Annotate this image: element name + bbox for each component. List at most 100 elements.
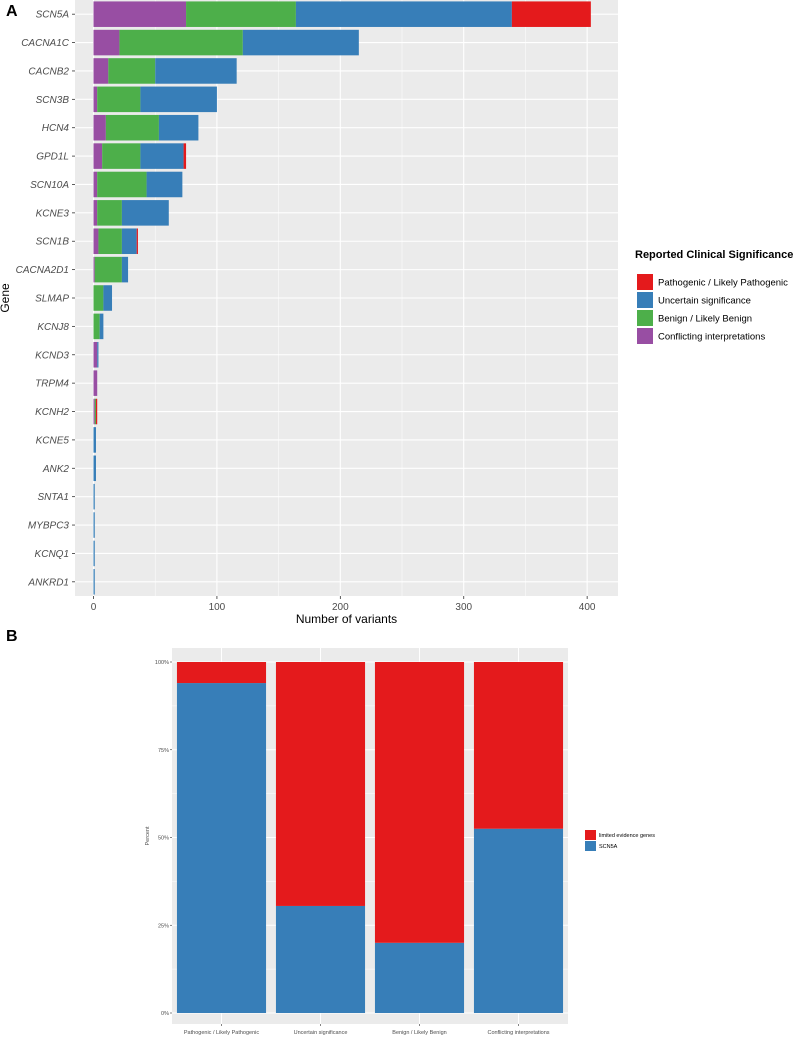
category-label: Uncertain significance — [294, 1030, 348, 1036]
legend-label-uncertain: Uncertain significance — [658, 296, 751, 307]
bar-GPD1L-benign — [102, 143, 141, 169]
legend-key-conflicting — [637, 328, 653, 344]
bar-limited — [374, 662, 465, 943]
gene-label: GPD1L — [36, 152, 69, 163]
bar-SNTA1-uncertain — [93, 483, 95, 510]
gene-label: CACNA2D1 — [16, 265, 69, 276]
gene-label: SCN1B — [36, 237, 70, 248]
gene-label: HCN4 — [42, 123, 70, 134]
x-tick-label: 200 — [332, 602, 349, 613]
y-tick-label: 75% — [158, 748, 169, 754]
bar-scn5a — [473, 828, 564, 1013]
bar-SCN5A-conflicting — [93, 1, 187, 27]
bar-CACNB2-uncertain — [155, 58, 237, 84]
bar-KCND3-uncertain — [97, 341, 99, 368]
bar-limited — [275, 662, 366, 906]
gene-label: KCND3 — [35, 350, 69, 361]
bar-CACNB2-benign — [108, 58, 156, 84]
bar-GPD1L-conflicting — [93, 143, 103, 169]
legend-key-benign — [637, 310, 653, 326]
gene-label: CACNB2 — [28, 66, 69, 77]
panel-a-bars — [93, 1, 591, 595]
gene-label: KCNE3 — [36, 208, 70, 219]
x-tick-label: 100 — [209, 602, 226, 613]
bar-KCNE5-uncertain — [93, 427, 96, 453]
bar-SCN5A-benign — [186, 1, 296, 27]
bar-SCN1B-pathogenic — [136, 228, 138, 255]
bar-SCN3B-conflicting — [93, 86, 98, 113]
x-tick-label: 300 — [455, 602, 472, 613]
panel-a-legend: Reported Clinical Significance Pathogeni… — [635, 249, 793, 344]
bar-limited — [473, 662, 564, 829]
legend-key-scn5a — [585, 841, 596, 851]
bar-SCN5A-uncertain — [295, 1, 512, 27]
category-label: Conflicting interpretations — [487, 1030, 549, 1036]
bar-GPD1L-uncertain — [140, 143, 184, 169]
gene-label: TRPM4 — [35, 379, 69, 390]
gene-label: SCN10A — [30, 180, 69, 191]
bar-CACNB2-conflicting — [93, 58, 109, 84]
bar-KCNJ8-uncertain — [99, 313, 104, 340]
x-tick-label: 400 — [579, 602, 596, 613]
bar-HCN4-conflicting — [93, 114, 106, 141]
bar-SLMAP-benign — [93, 285, 104, 311]
bar-HCN4-benign — [105, 114, 159, 141]
y-tick-label: 100% — [155, 660, 169, 666]
bar-SCN1B-benign — [98, 228, 122, 255]
panel-b-y-ticks: 0% 25% 50% 75% 100% — [155, 660, 172, 1017]
panel-a-label: A — [6, 3, 18, 20]
gene-label: SCN5A — [36, 10, 70, 21]
gene-label: KCNE5 — [36, 435, 70, 446]
legend-label-benign: Benign / Likely Benign — [658, 314, 752, 325]
bar-KCNH2-pathogenic — [95, 398, 98, 425]
gene-label: SCN3B — [36, 95, 70, 106]
bar-KCNE3-benign — [97, 200, 122, 226]
panel-a-x-axis-title: Number of variants — [296, 612, 397, 626]
bar-SCN10A-uncertain — [146, 171, 183, 198]
panel-b-legend: limited evidence genes SCN5A — [585, 830, 655, 851]
bar-KCNQ1-uncertain — [93, 540, 95, 567]
gene-label: ANK2 — [42, 464, 70, 475]
bar-SCN1B-conflicting — [93, 228, 99, 255]
bar-SCN3B-benign — [97, 86, 141, 113]
gene-label: KCNJ8 — [37, 322, 69, 333]
bar-scn5a — [176, 683, 267, 1013]
category-label: Benign / Likely Benign — [392, 1030, 446, 1036]
bar-CACNA2D1-uncertain — [121, 256, 129, 283]
panel-a-x-ticks: 0 100 200 300 400 — [91, 596, 596, 613]
gene-label: MYBPC3 — [28, 521, 70, 532]
bar-MYBPC3-uncertain — [93, 512, 95, 538]
bar-KCNE3-uncertain — [121, 200, 169, 226]
bar-CACNA2D1-benign — [94, 256, 122, 283]
bar-KCND3-conflicting — [93, 341, 98, 368]
bar-ANKRD1-uncertain — [93, 569, 95, 595]
panel-a-gene-labels: SCN5A CACNA1C CACNB2 SCN3B HCN4 GPD1L SCN10A KC… — [16, 10, 75, 588]
legend-label-conflicting: Conflicting interpretations — [658, 332, 765, 343]
bar-TRPM4-conflicting — [93, 370, 98, 396]
legend-label-pathogenic: Pathogenic / Likely Pathogenic — [658, 278, 788, 289]
gene-label: ANKRD1 — [27, 577, 69, 588]
legend-key-uncertain — [637, 292, 653, 308]
bar-HCN4-uncertain — [158, 114, 199, 141]
bar-scn5a — [275, 905, 366, 1013]
bar-KCNJ8-benign — [93, 313, 100, 340]
bar-KCNH2-benign — [94, 398, 96, 425]
bar-KCNE3-conflicting — [93, 200, 98, 226]
bar-CACNA1C-uncertain — [242, 29, 359, 56]
x-tick-label: 0 — [91, 602, 97, 613]
gene-label: CACNA1C — [21, 38, 70, 49]
panel-a-legend-title: Reported Clinical Significance — [635, 249, 793, 261]
bar-limited — [176, 662, 267, 684]
legend-label-limited: limited evidence genes — [599, 833, 655, 839]
bar-SCN5A-pathogenic — [511, 1, 591, 27]
panel-b-category-labels: Pathogenic / Likely Pathogenic Uncertain … — [184, 1024, 550, 1036]
bar-SCN10A-benign — [97, 171, 147, 198]
bar-CACNA1C-conflicting — [93, 29, 120, 56]
legend-label-scn5a: SCN5A — [599, 844, 618, 850]
y-tick-label: 25% — [158, 923, 169, 929]
panel-b-y-axis-title: Percent — [145, 826, 151, 845]
gene-label: KCNQ1 — [35, 549, 69, 560]
bar-SLMAP-uncertain — [103, 285, 113, 311]
panel-b-bars — [176, 662, 564, 1013]
bar-scn5a — [374, 942, 465, 1013]
